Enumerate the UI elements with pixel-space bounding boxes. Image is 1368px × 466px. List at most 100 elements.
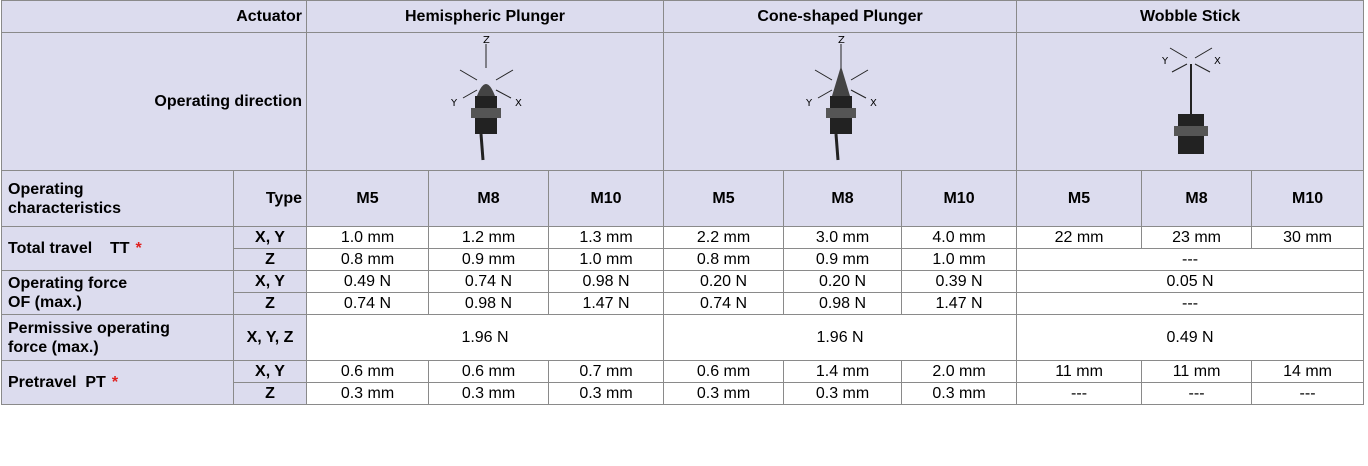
value: 1.96 N bbox=[664, 315, 1017, 361]
type-label: Type bbox=[234, 171, 307, 227]
actuator-name: Cone-shaped Plunger bbox=[664, 1, 1017, 33]
axis: Z bbox=[234, 293, 307, 315]
type-name: M8 bbox=[429, 171, 549, 227]
row-label: Total travel TT* bbox=[2, 227, 234, 271]
axis-label: X bbox=[870, 98, 877, 109]
tip bbox=[477, 84, 495, 96]
arrow bbox=[463, 90, 477, 98]
value: --- bbox=[1142, 383, 1252, 405]
value: 0.3 mm bbox=[902, 383, 1017, 405]
value: 0.9 mm bbox=[784, 249, 902, 271]
value: --- bbox=[1017, 249, 1364, 271]
value: 0.20 N bbox=[784, 271, 902, 293]
nut bbox=[471, 108, 501, 118]
value: 0.20 N bbox=[664, 271, 784, 293]
value: 0.3 mm bbox=[307, 383, 429, 405]
value: 1.0 mm bbox=[307, 227, 429, 249]
cable bbox=[836, 134, 838, 160]
label-line: Pretravel PT bbox=[8, 374, 106, 391]
note-mark: * bbox=[136, 240, 142, 257]
arrow bbox=[496, 70, 513, 80]
value: 22 mm bbox=[1017, 227, 1142, 249]
page: ActuatorHemispheric PlungerCone-shaped P… bbox=[0, 0, 1368, 466]
value: 1.96 N bbox=[307, 315, 664, 361]
value: 0.74 N bbox=[429, 271, 549, 293]
axis-label: X bbox=[1214, 56, 1221, 67]
value: 3.0 mm bbox=[784, 227, 902, 249]
value: --- bbox=[1252, 383, 1364, 405]
label-line: force (max.) bbox=[8, 339, 99, 356]
arrow bbox=[460, 70, 477, 80]
arrow bbox=[851, 90, 866, 98]
axis: X, Y, Z bbox=[234, 315, 307, 361]
value: 0.49 N bbox=[307, 271, 429, 293]
value: 1.47 N bbox=[902, 293, 1017, 315]
value: 1.0 mm bbox=[902, 249, 1017, 271]
tip bbox=[832, 66, 850, 96]
arrow bbox=[1170, 48, 1187, 58]
type-name: M5 bbox=[664, 171, 784, 227]
value: 0.6 mm bbox=[307, 361, 429, 383]
value: 30 mm bbox=[1252, 227, 1364, 249]
cable bbox=[481, 134, 483, 160]
value: 0.74 N bbox=[307, 293, 429, 315]
data-row: Permissive operatingforce (max.)X, Y, Z1… bbox=[2, 315, 1364, 361]
value: 0.3 mm bbox=[429, 383, 549, 405]
value: 11 mm bbox=[1142, 361, 1252, 383]
arrow bbox=[1195, 48, 1212, 58]
actuator-label: Actuator bbox=[2, 1, 307, 33]
axis-label: X bbox=[515, 98, 522, 109]
axis: X, Y bbox=[234, 361, 307, 383]
axis: Z bbox=[234, 249, 307, 271]
type-name: M5 bbox=[1017, 171, 1142, 227]
value: 0.8 mm bbox=[307, 249, 429, 271]
type-name: M8 bbox=[784, 171, 902, 227]
plunger-diagram: Z Y X bbox=[425, 34, 545, 164]
value: 23 mm bbox=[1142, 227, 1252, 249]
type-name: M10 bbox=[1252, 171, 1364, 227]
direction-label: Operating direction bbox=[2, 33, 307, 171]
value: 0.98 N bbox=[784, 293, 902, 315]
value: 14 mm bbox=[1252, 361, 1364, 383]
value: 0.74 N bbox=[664, 293, 784, 315]
value: 0.6 mm bbox=[664, 361, 784, 383]
axis-label: Z bbox=[483, 35, 490, 46]
note-mark: * bbox=[112, 374, 118, 391]
nut bbox=[1174, 126, 1208, 136]
row-label: Operating forceOF (max.) bbox=[2, 271, 234, 315]
row-label: Pretravel PT * bbox=[2, 361, 234, 405]
actuator-name: Wobble Stick bbox=[1017, 1, 1364, 33]
label-line: Operating bbox=[8, 181, 84, 198]
value: 4.0 mm bbox=[902, 227, 1017, 249]
actuator-name: Hemispheric Plunger bbox=[307, 1, 664, 33]
value: 0.9 mm bbox=[429, 249, 549, 271]
value: 0.6 mm bbox=[429, 361, 549, 383]
value: --- bbox=[1017, 383, 1142, 405]
arrow bbox=[851, 70, 868, 80]
value: 1.4 mm bbox=[784, 361, 902, 383]
axis: X, Y bbox=[234, 271, 307, 293]
value: 1.3 mm bbox=[549, 227, 664, 249]
value: --- bbox=[1017, 293, 1364, 315]
type-name: M5 bbox=[307, 171, 429, 227]
value: 0.98 N bbox=[549, 271, 664, 293]
axis-label: Y bbox=[1161, 56, 1169, 67]
value: 0.98 N bbox=[429, 293, 549, 315]
value: 1.47 N bbox=[549, 293, 664, 315]
value: 0.49 N bbox=[1017, 315, 1364, 361]
axis: X, Y bbox=[234, 227, 307, 249]
nut bbox=[826, 108, 856, 118]
axis-label: Z bbox=[838, 35, 845, 46]
value: 0.3 mm bbox=[664, 383, 784, 405]
value: 1.0 mm bbox=[549, 249, 664, 271]
axis-label: Y bbox=[450, 98, 458, 109]
value: 0.8 mm bbox=[664, 249, 784, 271]
type-name: M8 bbox=[1142, 171, 1252, 227]
